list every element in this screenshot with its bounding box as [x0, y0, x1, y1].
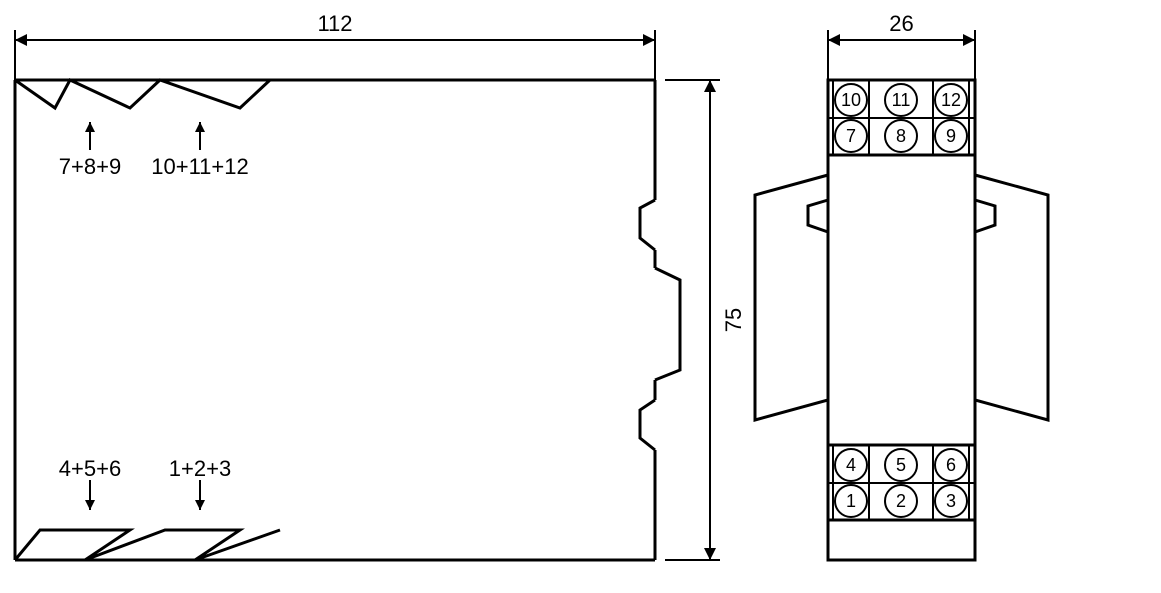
- terminal-label-6: 6: [946, 455, 956, 475]
- terminal-label-7: 7: [846, 126, 856, 146]
- technical-drawing: 11226757+8+910+11+124+5+61+2+31011127894…: [0, 0, 1161, 593]
- terminal-label-2: 2: [896, 491, 906, 511]
- dim-112: 112: [317, 11, 352, 36]
- terminal-label-12: 12: [941, 90, 961, 110]
- terminal-label-4: 4: [846, 455, 856, 475]
- terminal-label-1: 1: [846, 491, 856, 511]
- terminal-label-101112: 10+11+12: [151, 154, 248, 179]
- terminal-label-9: 9: [946, 126, 956, 146]
- terminal-label-11: 11: [892, 90, 911, 110]
- terminal-label-10: 10: [841, 90, 861, 110]
- terminal-label-5: 5: [896, 455, 906, 475]
- terminal-label-8: 8: [896, 126, 906, 146]
- terminal-label-789: 7+8+9: [59, 154, 121, 179]
- terminal-label-456: 4+5+6: [59, 456, 121, 481]
- dim-75: 75: [721, 308, 746, 332]
- terminal-label-3: 3: [946, 491, 956, 511]
- dim-26: 26: [889, 11, 913, 36]
- terminal-label-123: 1+2+3: [169, 456, 231, 481]
